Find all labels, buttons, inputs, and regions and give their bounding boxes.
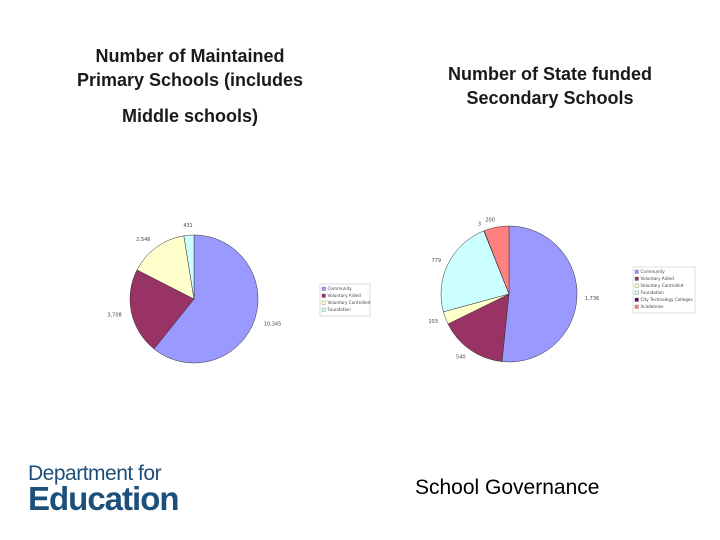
pie-secondary-legend-box (632, 266, 696, 314)
pie-secondary-legend-swatch-5 (634, 304, 639, 309)
pie-primary-label-2: 2,546 (136, 237, 150, 243)
pie-primary-legend-item-0: Community (328, 286, 353, 291)
pie-secondary-legend-swatch-3 (634, 290, 639, 295)
chart-title-primary: Number of Maintained Primary Schools (in… (40, 44, 340, 92)
pie-secondary-label-2: 103 (428, 319, 438, 325)
pie-secondary-legend-item-2: Voluntary Controlled (641, 283, 684, 288)
chart-title-primary-line-2: Primary Schools (includes (76, 70, 304, 90)
pie-secondary-label-3: 779 (431, 258, 441, 264)
pie-secondary-legend-item-4: City Technology Colleges (641, 297, 693, 302)
chart-title-secondary-line-1: Number of State funded (447, 64, 652, 84)
pie-secondary-legend-swatch-4 (634, 297, 639, 302)
pie-primary-slice-3 (183, 234, 195, 300)
pie-primary-legend-item-3: Foundation (328, 307, 352, 312)
pie-secondary-legend-swatch-2 (634, 283, 639, 288)
pie-chart-secondary: 1,736 540 103 779 3 200 Community Voluntary Ai… (428, 217, 696, 363)
pie-secondary-label-1: 540 (456, 354, 466, 360)
pie-chart-primary: 10,345 3,708 2,546 431 Community Voluntary A… (107, 223, 371, 364)
chart-title-primary-line-3: Middle schools) (121, 106, 258, 126)
chart-title-secondary-line-2: Secondary Schools (466, 88, 634, 108)
pie-primary-legend-swatch-1 (321, 293, 326, 298)
pie-primary-legend-swatch-2 (321, 300, 326, 305)
pie-secondary-slice-0 (501, 225, 578, 363)
pie-secondary-legend-item-3: Foundation (641, 290, 665, 295)
pie-primary-label-0: 10,345 (264, 322, 282, 328)
pie-primary-legend-item-1: Voluntary Aided (328, 293, 362, 298)
footer-title: School Governance (415, 476, 600, 499)
pie-secondary-legend-swatch-1 (634, 276, 639, 281)
chart-title-primary-line-1: Number of Maintained (95, 46, 285, 66)
pie-secondary-legend-swatch-0 (634, 269, 639, 274)
pie-primary-legend-swatch-3 (321, 307, 326, 312)
pie-secondary-legend-item-0: Community (641, 269, 666, 274)
dfe-logo: Department for Education (28, 462, 198, 518)
chart-title-secondary: Number of State funded Secondary Schools (395, 62, 705, 110)
pie-secondary-slice-3 (440, 230, 510, 313)
pie-primary-slice-2 (136, 235, 195, 300)
pie-primary-legend-box (319, 283, 371, 317)
pie-primary-legend-swatch-0 (321, 286, 326, 291)
pie-secondary-slice-5 (483, 225, 510, 295)
pie-secondary-legend-item-1: Voluntary Aided (641, 276, 675, 281)
pie-secondary-label-0: 1,736 (585, 296, 599, 302)
pie-secondary-label-5: 200 (485, 217, 495, 223)
logo-text-education: Education (28, 480, 180, 517)
pie-primary-slice-1 (129, 269, 195, 350)
pie-primary-label-3: 431 (183, 223, 193, 229)
pie-secondary-slice-1 (447, 293, 510, 362)
pie-secondary-label-4: 3 (478, 221, 481, 227)
pie-primary-slice-0 (153, 234, 259, 364)
pie-secondary-legend-item-5: Academies (641, 304, 664, 309)
pie-primary-label-1: 3,708 (107, 313, 121, 319)
logo-text-department-for: Department for (28, 462, 162, 485)
pie-primary-legend-item-2: Voluntary Controlled (328, 300, 371, 305)
